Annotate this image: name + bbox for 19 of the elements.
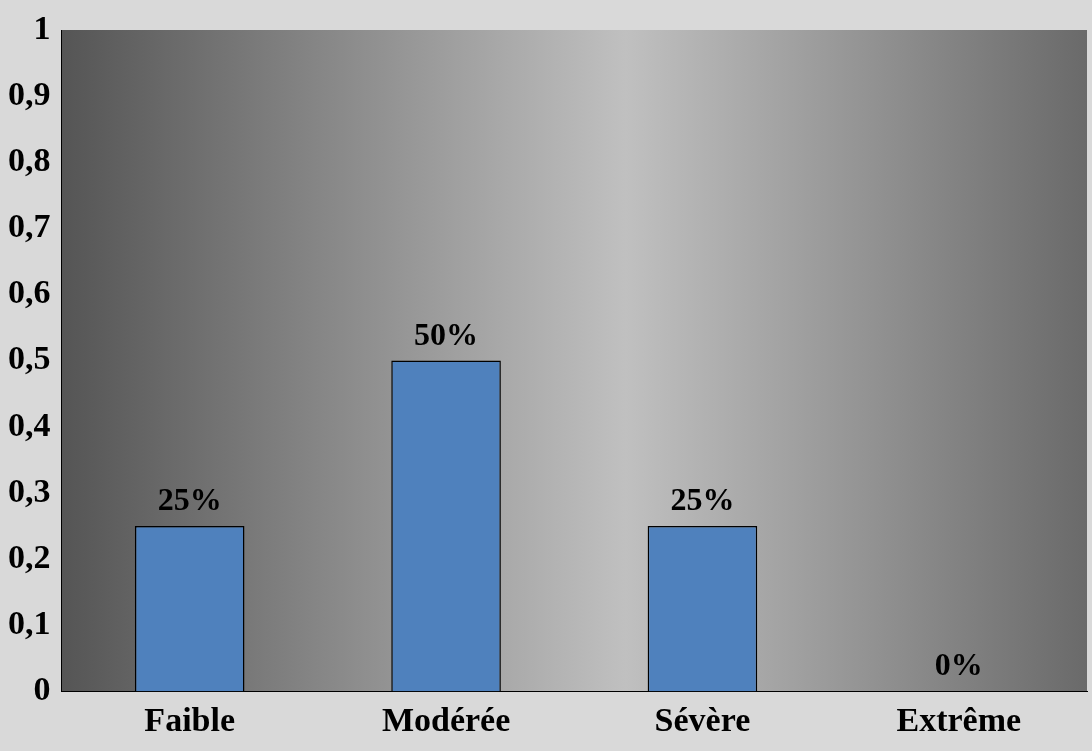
data-label: 0% — [934, 646, 983, 683]
y-tick-label: 0,8 — [8, 141, 51, 179]
y-tick-label: 0,6 — [8, 273, 51, 311]
y-tick-label: 0,1 — [8, 603, 51, 641]
y-tick-label: 0,5 — [8, 339, 51, 377]
y-tick-label: 0,4 — [8, 405, 51, 443]
data-label: 25% — [670, 481, 735, 518]
y-tick-label: 0,9 — [8, 74, 51, 112]
x-tick-label: Faible — [144, 701, 236, 739]
y-tick-label: 0,7 — [8, 207, 51, 245]
x-tick-label: Extrême — [896, 701, 1022, 739]
y-tick-label: 1 — [33, 8, 51, 46]
data-label: 50% — [414, 315, 479, 352]
x-tick-label: Modérée — [381, 701, 511, 739]
data-label: 25% — [157, 481, 222, 518]
y-tick-label: 0,2 — [8, 537, 51, 575]
x-tick-label: Sévère — [654, 701, 751, 739]
y-tick-label: 0 — [33, 669, 51, 707]
y-tick-label: 0,3 — [8, 471, 51, 509]
